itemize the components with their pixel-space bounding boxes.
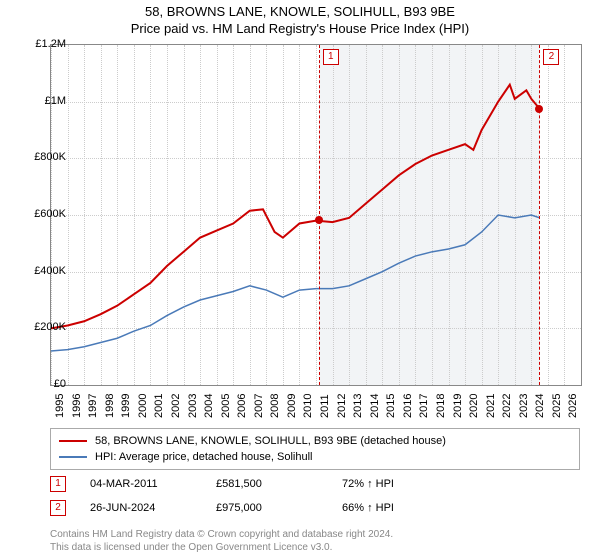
y-tick-label: £1.2M: [16, 38, 66, 50]
x-tick-label: 2011: [319, 394, 331, 418]
x-tick-label: 2000: [137, 394, 149, 418]
legend-label-hpi: HPI: Average price, detached house, Soli…: [95, 451, 313, 463]
x-tick-label: 2002: [170, 394, 182, 418]
y-tick-label: £0: [16, 378, 66, 390]
legend-row-property: 58, BROWNS LANE, KNOWLE, SOLIHULL, B93 9…: [59, 433, 571, 449]
x-tick-label: 2019: [452, 394, 464, 418]
x-tick-label: 2004: [203, 394, 215, 418]
line-svg: [51, 45, 581, 385]
y-tick-label: £600K: [16, 208, 66, 220]
x-tick-label: 2020: [468, 394, 480, 418]
x-tick-label: 2017: [418, 394, 430, 418]
x-tick-label: 2016: [402, 394, 414, 418]
event-delta-1: 72% ↑ HPI: [342, 478, 394, 490]
event-date-2: 26-JUN-2024: [90, 502, 210, 514]
legend-label-property: 58, BROWNS LANE, KNOWLE, SOLIHULL, B93 9…: [95, 435, 446, 447]
x-tick-label: 2003: [187, 394, 199, 418]
x-tick-label: 1995: [54, 394, 66, 418]
x-tick-label: 2013: [352, 394, 364, 418]
footer-line-2: This data is licensed under the Open Gov…: [50, 541, 580, 554]
chart-event-marker-2: 2: [543, 49, 559, 65]
x-tick-label: 1999: [120, 394, 132, 418]
event-marker-2: 2: [50, 500, 66, 516]
x-tick-label: 2012: [336, 394, 348, 418]
x-tick-label: 2025: [551, 394, 563, 418]
x-tick-label: 1996: [71, 394, 83, 418]
x-tick-label: 2009: [286, 394, 298, 418]
legend: 58, BROWNS LANE, KNOWLE, SOLIHULL, B93 9…: [50, 428, 580, 470]
chart-subtitle: Price paid vs. HM Land Registry's House …: [0, 21, 600, 36]
x-tick-label: 2023: [518, 394, 530, 418]
event-marker-1: 1: [50, 476, 66, 492]
chart-event-marker-1: 1: [323, 49, 339, 65]
x-tick-label: 2018: [435, 394, 447, 418]
event-row-2: 2 26-JUN-2024 £975,000 66% ↑ HPI: [50, 500, 580, 516]
event-row-1: 1 04-MAR-2011 £581,500 72% ↑ HPI: [50, 476, 580, 492]
x-tick-label: 2006: [236, 394, 248, 418]
x-tick-label: 2008: [269, 394, 281, 418]
x-tick-label: 2014: [369, 394, 381, 418]
x-tick-label: 2015: [385, 394, 397, 418]
event-date-1: 04-MAR-2011: [90, 478, 210, 490]
x-tick-label: 2021: [485, 394, 497, 418]
footer: Contains HM Land Registry data © Crown c…: [50, 528, 580, 554]
footer-line-1: Contains HM Land Registry data © Crown c…: [50, 528, 580, 541]
chart-title: 58, BROWNS LANE, KNOWLE, SOLIHULL, B93 9…: [0, 4, 600, 19]
legend-swatch-property: [59, 440, 87, 442]
x-tick-label: 2026: [567, 394, 579, 418]
x-tick-label: 1997: [87, 394, 99, 418]
x-tick-label: 2024: [534, 394, 546, 418]
event-price-2: £975,000: [216, 502, 336, 514]
event-dot-1: [315, 216, 323, 224]
event-price-1: £581,500: [216, 478, 336, 490]
x-tick-label: 2022: [501, 394, 513, 418]
event-delta-2: 66% ↑ HPI: [342, 502, 394, 514]
x-tick-label: 2010: [302, 394, 314, 418]
chart-container: 58, BROWNS LANE, KNOWLE, SOLIHULL, B93 9…: [0, 0, 600, 560]
x-tick-label: 2007: [253, 394, 265, 418]
y-tick-label: £400K: [16, 265, 66, 277]
legend-swatch-hpi: [59, 456, 87, 458]
y-tick-label: £200K: [16, 321, 66, 333]
x-tick-label: 2005: [220, 394, 232, 418]
y-tick-label: £800K: [16, 151, 66, 163]
event-dot-2: [535, 105, 543, 113]
x-tick-label: 2001: [153, 394, 165, 418]
y-tick-label: £1M: [16, 95, 66, 107]
series-hpi: [51, 215, 540, 351]
plot-area: 12: [50, 44, 582, 386]
title-block: 58, BROWNS LANE, KNOWLE, SOLIHULL, B93 9…: [0, 0, 600, 36]
legend-row-hpi: HPI: Average price, detached house, Soli…: [59, 449, 571, 465]
x-tick-label: 1998: [104, 394, 116, 418]
